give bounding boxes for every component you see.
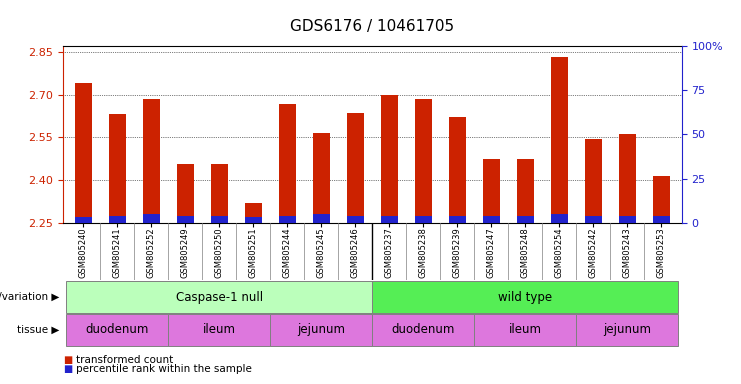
Bar xyxy=(211,216,228,223)
Text: ■: ■ xyxy=(63,355,72,365)
Bar xyxy=(381,216,398,223)
Text: GSM805241: GSM805241 xyxy=(113,227,122,278)
Bar xyxy=(474,314,576,346)
Bar xyxy=(67,281,372,313)
Bar xyxy=(576,314,678,346)
Text: duodenum: duodenum xyxy=(86,323,149,336)
Bar xyxy=(67,314,168,346)
Bar xyxy=(551,214,568,223)
Bar xyxy=(483,159,500,223)
Text: GSM805245: GSM805245 xyxy=(317,227,326,278)
Bar xyxy=(551,58,568,223)
Bar xyxy=(347,216,364,223)
Text: tissue ▶: tissue ▶ xyxy=(17,325,59,335)
Text: Caspase-1 null: Caspase-1 null xyxy=(176,291,263,304)
Text: transformed count: transformed count xyxy=(76,355,173,365)
Bar xyxy=(143,99,160,223)
Text: GSM805244: GSM805244 xyxy=(283,227,292,278)
Text: genotype/variation ▶: genotype/variation ▶ xyxy=(0,292,59,302)
Text: jejunum: jejunum xyxy=(297,323,345,336)
Text: GDS6176 / 10461705: GDS6176 / 10461705 xyxy=(290,19,454,35)
Bar xyxy=(585,216,602,223)
Bar xyxy=(75,83,92,223)
Bar xyxy=(245,217,262,223)
Text: GSM805253: GSM805253 xyxy=(657,227,666,278)
Bar xyxy=(279,216,296,223)
Bar xyxy=(177,216,194,223)
Text: GSM805251: GSM805251 xyxy=(249,227,258,278)
Bar xyxy=(245,203,262,223)
Text: percentile rank within the sample: percentile rank within the sample xyxy=(76,364,252,374)
Text: GSM805246: GSM805246 xyxy=(350,227,360,278)
Bar xyxy=(279,104,296,223)
Bar xyxy=(415,216,432,223)
Bar xyxy=(653,176,670,223)
Bar xyxy=(619,134,636,223)
Bar xyxy=(516,216,534,223)
Text: GSM805239: GSM805239 xyxy=(453,227,462,278)
Bar xyxy=(109,216,126,223)
Text: GSM805243: GSM805243 xyxy=(623,227,632,278)
Bar xyxy=(109,114,126,223)
Text: GSM805247: GSM805247 xyxy=(487,227,496,278)
Text: wild type: wild type xyxy=(498,291,552,304)
Bar xyxy=(372,281,678,313)
Bar xyxy=(347,113,364,223)
Text: jejunum: jejunum xyxy=(603,323,651,336)
Text: GSM805249: GSM805249 xyxy=(181,227,190,278)
Bar xyxy=(449,216,466,223)
Bar xyxy=(619,216,636,223)
Text: duodenum: duodenum xyxy=(392,323,455,336)
Bar xyxy=(585,139,602,223)
Text: ileum: ileum xyxy=(203,323,236,336)
Bar xyxy=(75,217,92,223)
Text: GSM805238: GSM805238 xyxy=(419,227,428,278)
Text: GSM805240: GSM805240 xyxy=(79,227,88,278)
Text: GSM805252: GSM805252 xyxy=(147,227,156,278)
Text: GSM805237: GSM805237 xyxy=(385,227,394,278)
Text: GSM805248: GSM805248 xyxy=(521,227,530,278)
Text: GSM805242: GSM805242 xyxy=(589,227,598,278)
Bar xyxy=(516,159,534,223)
Bar xyxy=(177,164,194,223)
Bar xyxy=(313,214,330,223)
Text: ■: ■ xyxy=(63,364,72,374)
Bar xyxy=(483,216,500,223)
Bar xyxy=(381,94,398,223)
Bar xyxy=(270,314,372,346)
Bar xyxy=(168,314,270,346)
Text: GSM805250: GSM805250 xyxy=(215,227,224,278)
Text: ileum: ileum xyxy=(509,323,542,336)
Bar xyxy=(143,214,160,223)
Bar xyxy=(415,99,432,223)
Bar xyxy=(449,117,466,223)
Bar xyxy=(211,164,228,223)
Bar xyxy=(313,133,330,223)
Bar xyxy=(653,216,670,223)
Bar xyxy=(372,314,474,346)
Text: GSM805254: GSM805254 xyxy=(555,227,564,278)
